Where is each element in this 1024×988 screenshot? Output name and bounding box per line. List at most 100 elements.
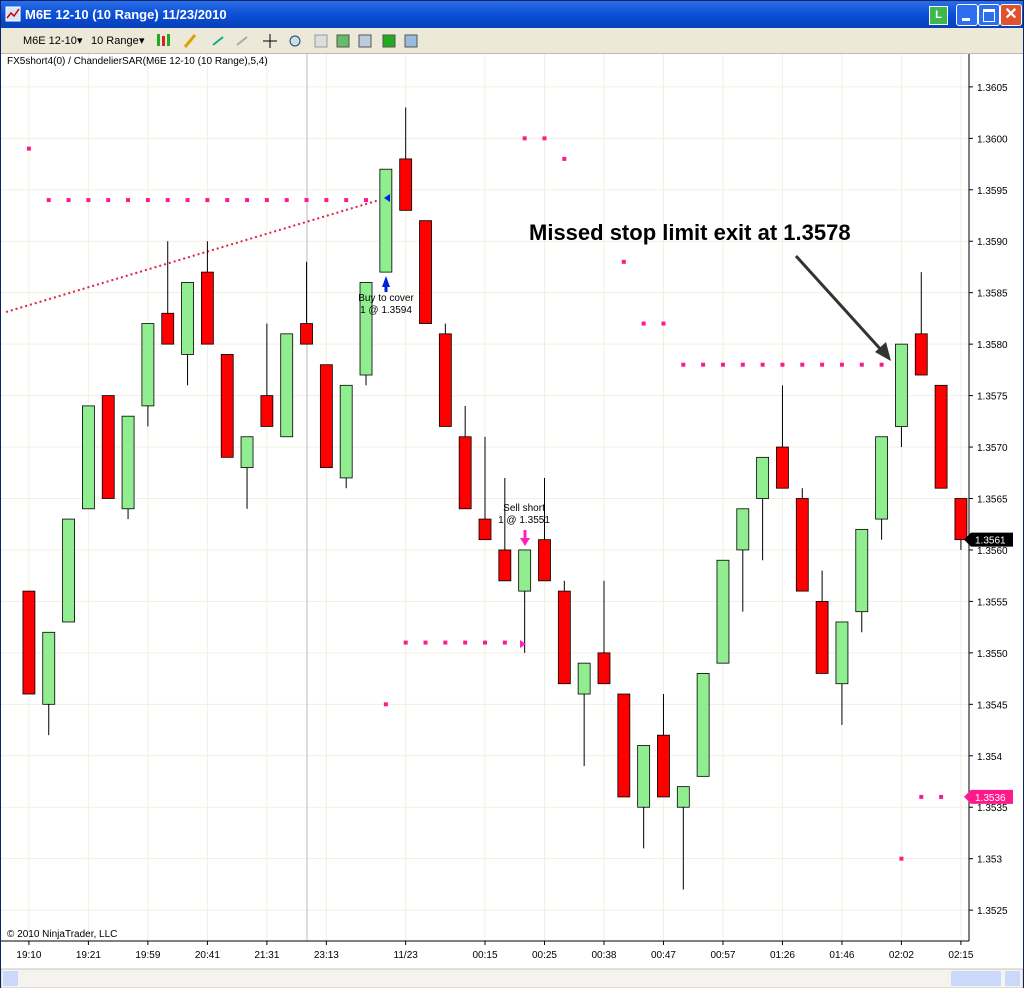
price-marker <box>964 789 1013 804</box>
x-tick-label: 01:46 <box>829 950 854 961</box>
y-tick-label: 1.3575 <box>977 392 1008 403</box>
stop-dot <box>780 362 785 367</box>
candle-body <box>736 508 750 551</box>
stop-dot <box>106 198 111 203</box>
candle-body <box>835 621 849 685</box>
x-tick-label: 11/23 <box>394 950 419 961</box>
candle-body <box>914 333 928 376</box>
candle-body <box>617 693 631 798</box>
stop-dot <box>304 198 309 203</box>
candle-body <box>875 436 889 520</box>
x-tick-label: 00:57 <box>710 950 735 961</box>
stop-dot <box>839 362 844 367</box>
candle-body <box>538 539 551 582</box>
stop-dot <box>522 136 527 141</box>
stop-dot <box>26 146 31 151</box>
stop-dot <box>46 198 51 203</box>
chart: FX5short4(0) / ChandelierSAR(M6E 12-10 (… <box>1 54 1023 988</box>
y-tick-label: 1.354 <box>977 752 1002 763</box>
stop-dot <box>463 640 468 645</box>
y-tick-label: 1.3570 <box>977 443 1008 454</box>
candle-body <box>795 498 809 592</box>
indicator-label: FX5short4(0) / ChandelierSAR(M6E 12-10 (… <box>7 56 268 67</box>
x-tick-label: 01:26 <box>770 950 795 961</box>
candle-body <box>895 343 908 427</box>
candle-body <box>280 333 294 438</box>
sell-arrow <box>520 538 530 546</box>
stop-dot <box>364 198 369 203</box>
stop-dot <box>126 198 131 203</box>
close-button[interactable]: ✕ <box>1000 4 1022 26</box>
candle-body <box>42 631 56 705</box>
stop-dot <box>66 198 71 203</box>
candle-body <box>657 734 670 798</box>
y-tick-label: 1.3555 <box>977 597 1008 608</box>
stop-dot <box>919 794 924 799</box>
stop-dot <box>284 198 289 203</box>
y-tick-label: 1.3550 <box>977 649 1008 660</box>
x-tick-label: 00:15 <box>472 950 497 961</box>
y-tick-label: 1.3590 <box>977 237 1008 248</box>
y-tick-label: 1.353 <box>977 855 1002 866</box>
x-tick-label: 00:47 <box>651 950 676 961</box>
stop-dot <box>562 156 567 161</box>
candle-body <box>597 652 611 685</box>
candle-body <box>696 673 710 777</box>
stop-dot <box>86 198 91 203</box>
scroll-right[interactable] <box>1005 971 1020 986</box>
x-tick-label: 21:31 <box>254 950 279 961</box>
stop-dot <box>720 362 725 367</box>
sell-marker <box>520 640 526 648</box>
y-tick-label: 1.3545 <box>977 700 1008 711</box>
trade-line <box>5 197 387 313</box>
y-tick-label: 1.3595 <box>977 186 1008 197</box>
stop-dot <box>760 362 765 367</box>
execution-detail: 1 @ 1.3594 <box>360 305 412 316</box>
candle-body <box>339 384 353 479</box>
stop-dot <box>879 362 884 367</box>
stop-dot <box>899 856 904 861</box>
toolbar-icons[interactable] <box>153 31 433 51</box>
minimize-button[interactable] <box>956 4 978 26</box>
title-bar: M6E 12-10 (10 Range) 11/23/2010 L ✕ <box>1 1 1023 28</box>
window-title: M6E 12-10 (10 Range) 11/23/2010 <box>25 7 227 22</box>
buy-arrow <box>382 276 390 287</box>
candle-body <box>399 158 413 211</box>
stop-dot <box>145 198 150 203</box>
scrollbar[interactable] <box>1 968 1023 988</box>
stop-dot <box>681 362 686 367</box>
y-tick-label: 1.3565 <box>977 495 1008 506</box>
candle-body <box>220 354 234 458</box>
copyright: © 2010 NinjaTrader, LLC <box>7 929 117 940</box>
link-button[interactable]: L <box>929 6 948 25</box>
stop-dot <box>185 198 190 203</box>
scroll-left[interactable] <box>3 971 18 986</box>
price-marker <box>964 532 1013 547</box>
stop-dot <box>344 198 349 203</box>
candle-body <box>518 549 532 592</box>
candle-body <box>22 590 36 695</box>
candle-body <box>181 281 194 355</box>
callout-arrow <box>794 254 885 354</box>
y-tick-label: 1.3525 <box>977 906 1008 917</box>
scroll-thumb[interactable] <box>951 971 1001 986</box>
candle-body <box>954 498 968 541</box>
y-tick-label: 1.3535 <box>977 803 1008 814</box>
instrument-selector[interactable]: M6E 12-10 <box>23 35 77 47</box>
y-tick-label: 1.3605 <box>977 83 1008 94</box>
stop-dot <box>165 198 170 203</box>
stop-dot <box>225 198 230 203</box>
stop-dot <box>483 640 488 645</box>
stop-dot <box>542 136 547 141</box>
maximize-button[interactable] <box>978 4 1000 26</box>
candle-body <box>577 662 591 695</box>
candle-body <box>438 333 452 427</box>
x-tick-label: 23:13 <box>314 950 339 961</box>
stop-dot <box>641 321 646 326</box>
callout: Missed stop limit exit at 1.3578 <box>529 220 851 245</box>
x-tick-label: 00:38 <box>591 950 616 961</box>
stop-dot <box>245 198 250 203</box>
stop-dot <box>859 362 864 367</box>
period-selector[interactable]: 10 Range <box>91 35 139 47</box>
